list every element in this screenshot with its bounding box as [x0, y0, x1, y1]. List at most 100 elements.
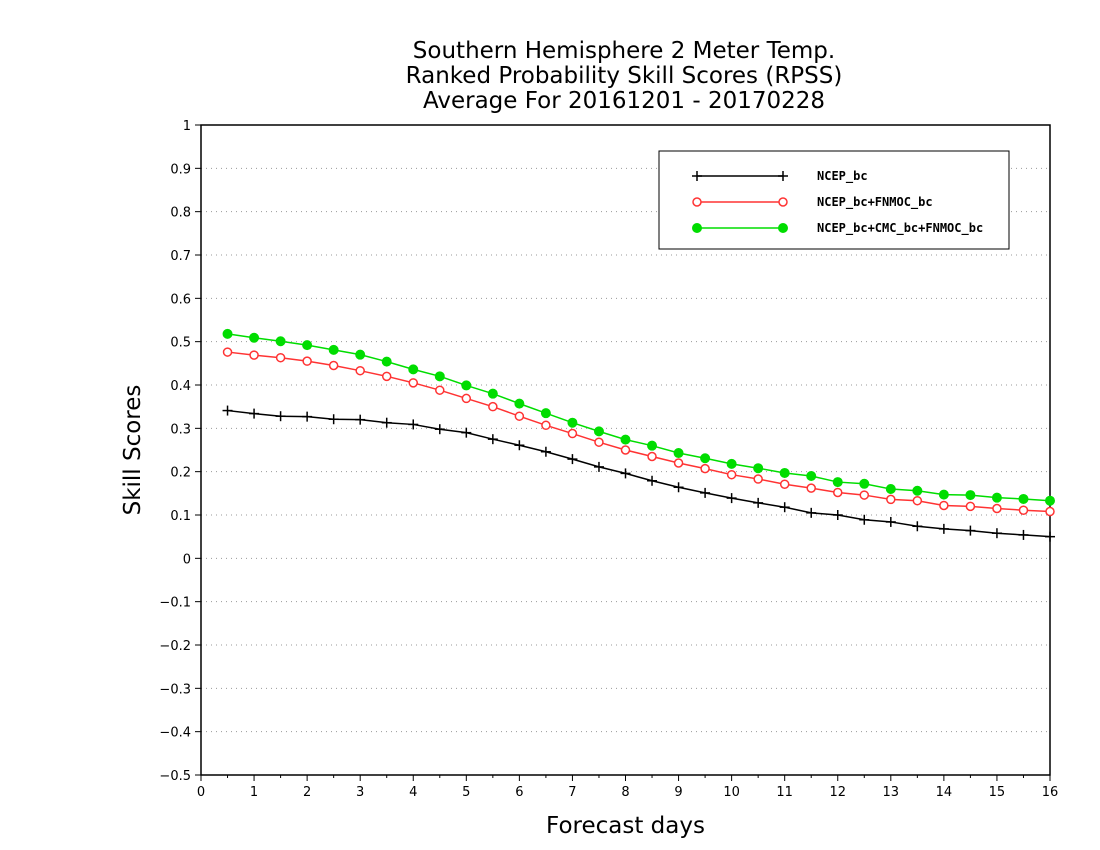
data-point [222, 405, 233, 416]
y-tick-label-9: 0.4 [170, 379, 191, 394]
data-point [408, 378, 418, 388]
data-point [992, 503, 1002, 514]
data-point [408, 419, 419, 430]
legend-marker [778, 197, 788, 207]
x-tick-label-8: 8 [621, 785, 629, 800]
data-point [328, 344, 339, 355]
data-point [939, 500, 949, 511]
data-point [461, 393, 472, 404]
data-point [965, 525, 976, 536]
title-line-3: Average For 20161201 - 20170228 [423, 88, 825, 114]
data-point [965, 501, 976, 512]
data-point [567, 428, 578, 439]
data-point [381, 356, 392, 367]
data-point [726, 493, 737, 504]
data-point [593, 426, 604, 437]
data-point [514, 411, 525, 421]
data-point [594, 437, 604, 447]
data-point [647, 451, 657, 462]
x-tick-label-9: 9 [674, 785, 682, 800]
y-tick-label-12: 0.7 [170, 249, 191, 264]
data-point [328, 414, 339, 425]
series-lines [222, 328, 1055, 542]
y-tick-label-10: 0.5 [170, 336, 191, 351]
x-tick-label-0: 0 [197, 785, 205, 800]
y-axis-ticks: −0.5 −0.4 −0.3 −0.2 −0.1 0 0.1 0.2 0.3 0.4 0.5 0.6 0… [159, 119, 201, 784]
data-point [938, 523, 949, 534]
data-point [1018, 493, 1029, 504]
data-point [885, 484, 896, 494]
data-point [514, 398, 525, 409]
data-point [540, 446, 551, 457]
y-axis-label: Skill Scores [120, 385, 146, 516]
data-point [700, 463, 710, 474]
data-point [487, 388, 498, 399]
data-point [488, 401, 498, 412]
series-2 [222, 328, 1055, 506]
legend-marker [692, 171, 702, 181]
data-point [222, 347, 233, 357]
data-point [540, 408, 551, 419]
chart-title: Southern Hemisphere 2 Meter Temp.Ranked … [406, 38, 843, 114]
data-point [275, 352, 286, 363]
data-point [912, 495, 923, 506]
legend-marker [778, 223, 788, 233]
data-point [700, 453, 711, 464]
data-point [885, 516, 896, 527]
y-tick-label-11: 0.6 [170, 292, 191, 307]
series-line-2 [227, 333, 1051, 502]
data-point [1018, 505, 1029, 515]
x-tick-label-1: 1 [250, 785, 258, 800]
x-tick-label-12: 12 [829, 785, 846, 800]
data-point [593, 461, 604, 472]
y-tick-label-8: 0.3 [170, 422, 191, 437]
x-tick-label-15: 15 [989, 785, 1006, 800]
data-point [355, 365, 365, 376]
x-tick-label-16: 16 [1042, 785, 1059, 800]
x-tick-label-7: 7 [568, 785, 576, 800]
y-tick-label-2: −0.3 [159, 682, 191, 697]
x-tick-label-6: 6 [515, 785, 523, 800]
data-point [249, 408, 260, 419]
data-point [779, 467, 790, 478]
data-point [328, 360, 339, 371]
data-point [779, 479, 790, 489]
legend-label-0: NCEP_bc [817, 169, 868, 184]
legend-marker [692, 223, 702, 233]
data-point [779, 502, 790, 513]
legend-box [658, 150, 1010, 250]
series-line-0 [227, 409, 1051, 538]
data-point [833, 487, 843, 498]
data-point [806, 507, 817, 518]
data-point [381, 371, 392, 382]
y-tick-label-13: 0.8 [170, 206, 191, 221]
data-point [461, 380, 472, 391]
x-axis-label: Forecast days [546, 813, 705, 839]
x-tick-label-14: 14 [936, 785, 953, 800]
data-point [859, 478, 870, 489]
legend: NCEP_bc NCEP_bc+FNMOC_bc NCEP_bc+CMC_bc+FN… [658, 150, 1010, 250]
x-tick-label-2: 2 [303, 785, 311, 800]
data-point [647, 440, 658, 451]
data-point [620, 445, 631, 455]
data-point [859, 514, 870, 525]
x-tick-label-3: 3 [356, 785, 364, 800]
data-point [753, 474, 763, 484]
data-point [1045, 506, 1055, 517]
data-point [832, 477, 843, 488]
data-point [1045, 531, 1055, 542]
data-point [249, 350, 259, 360]
data-point [965, 490, 976, 501]
data-point [381, 417, 392, 428]
legend-label-1: NCEP_bc+FNMOC_bc [817, 195, 933, 210]
series-line-1 [227, 351, 1051, 513]
data-point [753, 463, 764, 474]
y-tick-label-0: −0.5 [159, 769, 191, 784]
y-tick-label-7: 0.2 [170, 466, 191, 481]
x-tick-label-11: 11 [776, 785, 793, 800]
data-point [1018, 529, 1029, 540]
data-point [673, 482, 684, 493]
series-1 [222, 347, 1055, 517]
title-line-1: Southern Hemisphere 2 Meter Temp. [413, 38, 835, 64]
data-point [991, 492, 1002, 503]
